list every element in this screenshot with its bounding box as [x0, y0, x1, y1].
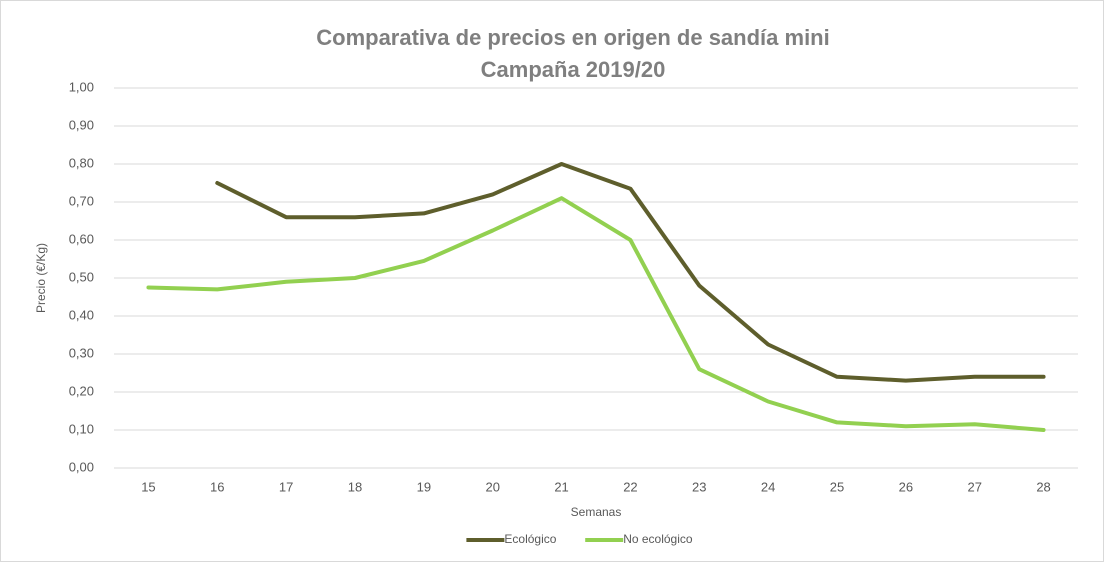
x-tick-label: 27	[967, 479, 981, 494]
x-tick-label: 26	[899, 479, 913, 494]
series-line	[215, 162, 1046, 383]
series-line	[146, 196, 1046, 432]
y-axis-label: Precio (€/Kg)	[34, 243, 48, 313]
x-tick-label: 16	[210, 479, 224, 494]
y-tick-label: 1,00	[69, 79, 94, 94]
y-tick-label: 0,40	[69, 307, 94, 322]
x-tick-label: 19	[417, 479, 431, 494]
x-tick-label: 15	[141, 479, 155, 494]
x-axis-label: Semanas	[571, 505, 622, 519]
y-tick-label: 0,80	[69, 155, 94, 170]
y-tick-label: 0,20	[69, 383, 94, 398]
y-tick-label: 0,30	[69, 345, 94, 360]
y-tick-label: 0,60	[69, 231, 94, 246]
x-tick-label: 20	[485, 479, 499, 494]
x-tick-label: 28	[1036, 479, 1050, 494]
chart-title: Comparativa de precios en origen de sand…	[316, 25, 829, 50]
legend-label: Ecológico	[504, 532, 556, 546]
x-tick-label: 23	[692, 479, 706, 494]
x-tick-label: 21	[554, 479, 568, 494]
y-tick-label: 0,90	[69, 117, 94, 132]
y-tick-label: 0,10	[69, 421, 94, 436]
chart-subtitle: Campaña 2019/20	[481, 57, 666, 82]
x-tick-label: 18	[348, 479, 362, 494]
x-tick-label: 24	[761, 479, 775, 494]
x-tick-label: 17	[279, 479, 293, 494]
y-tick-label: 0,00	[69, 459, 94, 474]
y-tick-label: 0,50	[69, 269, 94, 284]
x-tick-label: 22	[623, 479, 637, 494]
y-tick-label: 0,70	[69, 193, 94, 208]
legend-label: No ecológico	[623, 532, 693, 546]
x-tick-label: 25	[830, 479, 844, 494]
